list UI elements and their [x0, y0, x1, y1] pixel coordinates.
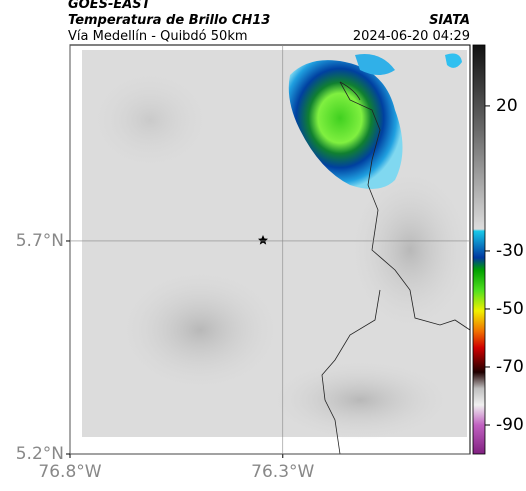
storm-cell: [445, 53, 462, 68]
colorbar-tick-label: -70: [496, 357, 524, 377]
storm-cell: [355, 54, 395, 75]
cloud: [270, 360, 450, 440]
cloud: [120, 270, 280, 390]
source: SIATA: [429, 13, 470, 28]
colorbar-tick-label: -50: [496, 299, 524, 319]
storm-cell: [288, 60, 403, 190]
cloud: [350, 170, 470, 330]
x-tick-label: 76.8°W: [38, 462, 101, 482]
border: [339, 81, 361, 101]
region: Vía Medellín - Quibdó 50km: [68, 29, 248, 44]
x-tick-label: 76.3°W: [251, 462, 314, 482]
map: [69, 44, 471, 455]
location-marker: [257, 235, 268, 245]
y-tick-label: 5.2°N: [16, 444, 64, 464]
subtitle: Temperatura de Brillo CH13: [68, 13, 270, 28]
border: [321, 289, 381, 455]
y-tick-label: 5.7°N: [16, 231, 64, 251]
timestamp: 2024-06-20 04:29: [353, 29, 470, 44]
colorbar-tick-label: -30: [496, 241, 524, 261]
colorbar-tick-label: 20: [496, 96, 518, 116]
border: [339, 81, 471, 331]
colorbar: [472, 44, 486, 455]
cloud: [90, 70, 210, 170]
title: GOES-EAST: [68, 0, 152, 12]
colorbar-tick-label: -90: [496, 415, 524, 435]
